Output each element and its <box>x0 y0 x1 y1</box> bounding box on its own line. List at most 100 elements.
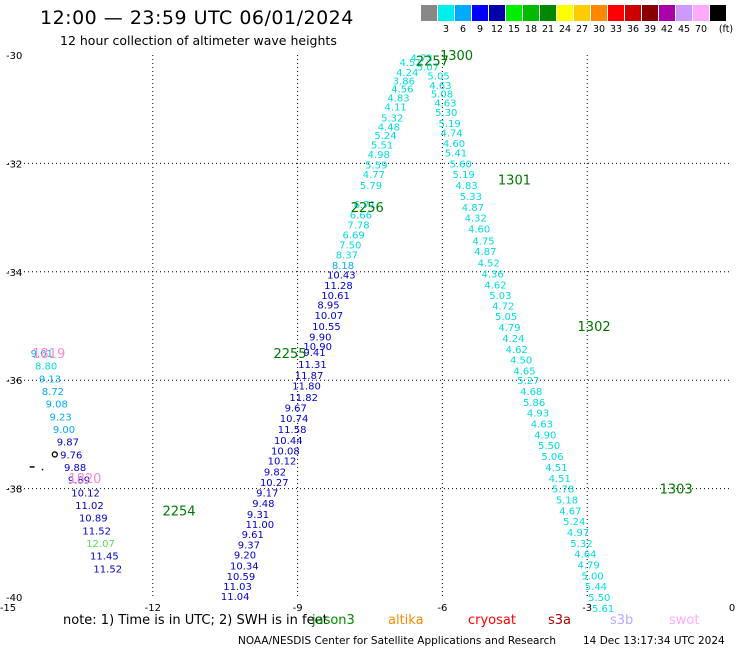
data-label-jason3: 4.51 <box>549 474 571 485</box>
data-label-jason3: 11.04 <box>221 592 250 603</box>
data-label-jason3: 4.62 <box>484 280 506 291</box>
data-label-jason3: 7.78 <box>347 221 369 232</box>
data-label-jason3: 5.18 <box>556 495 578 506</box>
data-label-jason3: 5.30 <box>435 108 457 119</box>
data-label-jason3: 4.79 <box>578 560 600 571</box>
x-tick-label: -15 <box>0 603 16 614</box>
data-label-jason3: 11.00 <box>245 520 274 531</box>
data-label-jason3: 4.24 <box>396 68 418 79</box>
scale-swatch <box>421 5 437 21</box>
data-label-jason3: 4.83 <box>455 181 477 192</box>
time-label: 2257 <box>416 54 449 69</box>
data-label-jason3: 10.74 <box>280 414 309 425</box>
data-label-jason3: 5.78 <box>552 485 574 496</box>
data-label-jason3: 10.44 <box>274 436 303 447</box>
data-label-jason3: 5.32 <box>570 539 592 550</box>
data-label-jason3: 9.82 <box>264 467 286 478</box>
satellite-legend-jason3: jason3 <box>312 613 355 628</box>
scale-swatch <box>489 5 505 21</box>
data-label-swot: 9.87 <box>57 437 79 448</box>
scale-swatch <box>710 5 726 21</box>
scale-swatch <box>642 5 658 21</box>
data-label-jason3: 4.93 <box>527 409 549 420</box>
timestamp: 14 Dec 13:17:34 UTC 2024 <box>583 635 725 647</box>
scale-swatch <box>591 5 607 21</box>
scale-swatch <box>455 5 471 21</box>
data-label-jason3: 6.71 <box>354 200 376 211</box>
x-tick-label: 0 <box>729 603 735 614</box>
satellite-legend-cryosat: cryosat <box>468 613 516 628</box>
data-label-jason3: 5.06 <box>541 452 563 463</box>
scale-label: 24 <box>558 24 572 35</box>
x-tick-label: -3 <box>582 603 592 614</box>
data-label-swot: 9.08 <box>46 400 68 411</box>
y-tick-label: -40 <box>6 593 22 604</box>
data-label-swot: 9.89 <box>68 475 90 486</box>
data-label-jason3: 9.61 <box>242 530 264 541</box>
data-label-jason3: 5.19 <box>439 119 461 130</box>
x-tick-label: -9 <box>293 603 303 614</box>
data-label-jason3: 5.50 <box>538 441 560 452</box>
data-label-jason3: 4.51 <box>545 463 567 474</box>
credit-text: NOAA/NESDIS Center for Satellite Applica… <box>238 635 556 647</box>
data-label-jason3: 11.03 <box>223 582 252 593</box>
data-label-jason3: 5.24 <box>374 131 396 142</box>
data-label-jason3: 9.41 <box>303 348 325 359</box>
data-label-jason3: 10.61 <box>321 291 350 302</box>
data-label-jason3: 5.32 <box>381 113 403 124</box>
data-label-jason3: 4.73 <box>411 54 433 65</box>
scale-swatch <box>659 5 675 21</box>
data-label-jason3: 5.33 <box>460 192 482 203</box>
time-label: 2254 <box>162 504 195 519</box>
scale-swatch <box>472 5 488 21</box>
satellite-legend-s3b: s3b <box>610 613 634 628</box>
scale-label: 42 <box>660 24 674 35</box>
data-label-jason3: 5.79 <box>360 181 382 192</box>
data-label-jason3: 8.95 <box>317 300 339 311</box>
scale-label: 36 <box>626 24 640 35</box>
data-label-jason3: 4.98 <box>368 150 390 161</box>
scale-swatch <box>676 5 692 21</box>
data-label-jason3: 6.69 <box>342 230 364 241</box>
data-label-jason3: 10.55 <box>312 322 341 333</box>
data-label-jason3: 5.51 <box>371 140 393 151</box>
y-tick-label: -30 <box>6 51 22 62</box>
data-label-jason3: 10.07 <box>314 311 343 322</box>
data-label-jason3: 9.17 <box>256 488 278 499</box>
data-label-jason3: 11.58 <box>278 425 307 436</box>
scale-label: 33 <box>609 24 623 35</box>
scale-swatch <box>438 5 454 21</box>
data-label-jason3: 6.66 <box>350 210 372 221</box>
chart-subtitle: 12 hour collection of altimeter wave hei… <box>60 33 337 48</box>
scale-label: 9 <box>476 24 484 35</box>
satellite-legend-altika: altika <box>388 613 424 628</box>
scale-label: 70 <box>694 24 708 35</box>
data-label-jason3: 4.64 <box>574 550 596 561</box>
data-label-jason3: 5.86 <box>523 398 545 409</box>
data-label-jason3: 5.60 <box>450 159 472 170</box>
data-label-jason3: 10.27 <box>260 478 289 489</box>
data-label-swot: 9.88 <box>64 463 86 474</box>
data-label-jason3: 4.60 <box>468 224 490 235</box>
scale-swatch <box>540 5 556 21</box>
time-label: 2256 <box>351 201 384 216</box>
data-label-jason3: 9.90 <box>309 332 331 343</box>
time-label: 1300 <box>440 49 473 64</box>
scale-label: 3 <box>442 24 450 35</box>
data-label-jason3: 4.72 <box>492 301 514 312</box>
scale-label: 21 <box>541 24 555 35</box>
satellite-legend-swot: swot <box>669 613 700 628</box>
data-label-jason3: 4.60 <box>443 139 465 150</box>
footer-note: note: 1) Time is in UTC; 2) SWH is in fe… <box>63 613 328 628</box>
scale-label: 15 <box>507 24 521 35</box>
data-label-swot: 8.72 <box>42 387 64 398</box>
data-label-jason3: 5.00 <box>581 571 603 582</box>
y-tick-label: -36 <box>6 376 22 387</box>
time-label: 1303 <box>660 483 693 498</box>
data-label-swot: 9.01 <box>31 349 53 360</box>
y-tick-label: -32 <box>6 159 22 170</box>
data-label-jason3: 8.37 <box>336 250 358 261</box>
data-label-jason3: 5.27 <box>517 376 539 387</box>
data-label-jason3: 4.56 <box>391 85 413 96</box>
